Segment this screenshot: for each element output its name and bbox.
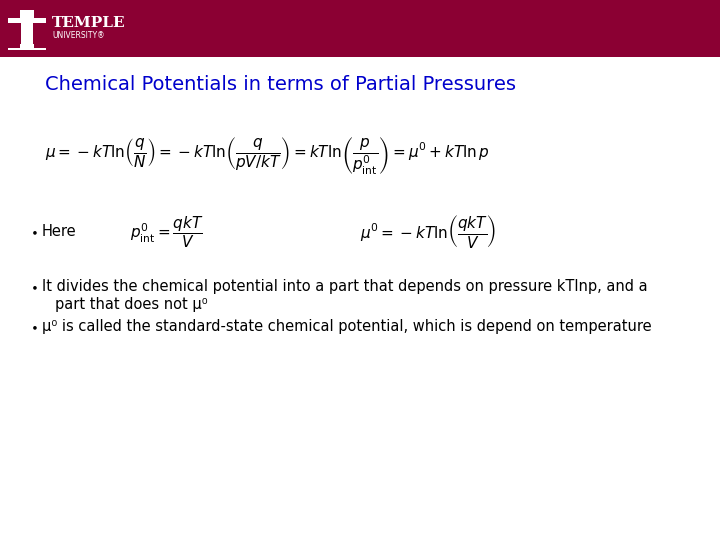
- Text: $\bullet$: $\bullet$: [30, 225, 37, 238]
- Bar: [34, 44, 46, 48]
- Bar: [8, 10, 46, 23]
- Text: $\mu = -kT\ln\!\left(\dfrac{q}{N}\right) = -kT\ln\!\left(\dfrac{q}{pV/kT}\right): $\mu = -kT\ln\!\left(\dfrac{q}{N}\right)…: [45, 136, 490, 177]
- Bar: [8, 44, 46, 50]
- Bar: [8, 10, 20, 18]
- Bar: [34, 10, 46, 18]
- Bar: [22, 21, 32, 50]
- Text: μ⁰ is called the standard-state chemical potential, which is depend on temperatu: μ⁰ is called the standard-state chemical…: [42, 319, 652, 334]
- Text: $\mu^{0} = -kT\ln\!\left(\dfrac{qkT}{V}\right)$: $\mu^{0} = -kT\ln\!\left(\dfrac{qkT}{V}\…: [360, 213, 496, 250]
- Text: Chemical Potentials in terms of Partial Pressures: Chemical Potentials in terms of Partial …: [45, 75, 516, 94]
- Text: part that does not μ⁰: part that does not μ⁰: [55, 297, 207, 312]
- Text: TEMPLE: TEMPLE: [52, 16, 125, 30]
- Text: It divides the chemical potential into a part that depends on pressure kTlnp, an: It divides the chemical potential into a…: [42, 279, 647, 294]
- Bar: [0, 0, 720, 57]
- Text: Here: Here: [42, 224, 76, 239]
- Text: $p^{0}_{\mathrm{int}} = \dfrac{qkT}{V}$: $p^{0}_{\mathrm{int}} = \dfrac{qkT}{V}$: [130, 214, 204, 249]
- Bar: [8, 44, 20, 48]
- Text: UNIVERSITY®: UNIVERSITY®: [52, 31, 104, 40]
- Text: $\bullet$: $\bullet$: [30, 320, 37, 333]
- Text: $\bullet$: $\bullet$: [30, 280, 37, 293]
